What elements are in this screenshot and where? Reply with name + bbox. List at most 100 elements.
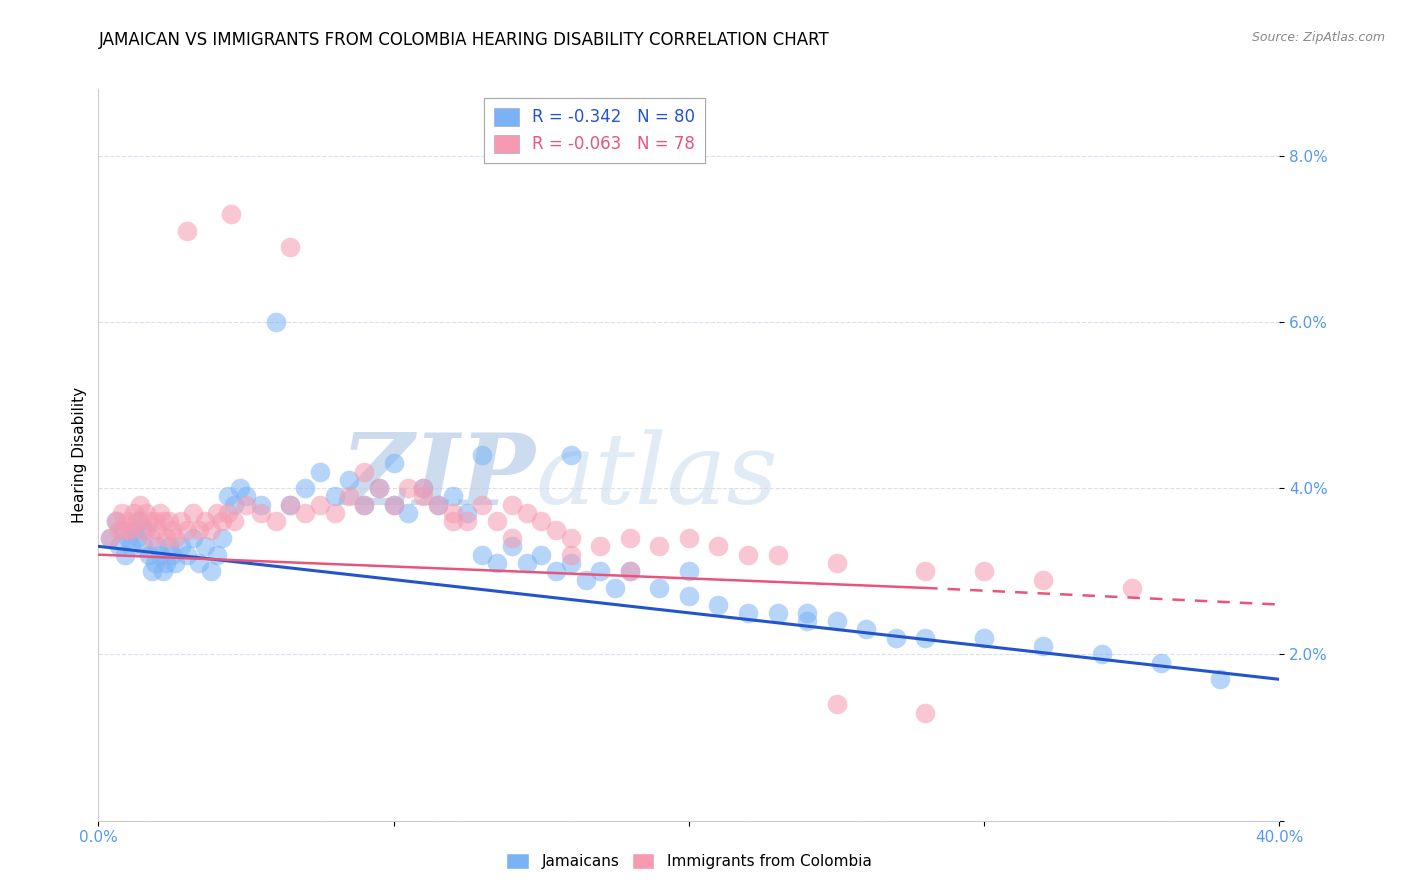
Point — [648, 581, 671, 595]
Point — [235, 490, 257, 504]
Point — [224, 515, 246, 529]
Point — [114, 523, 136, 537]
Point — [135, 506, 157, 520]
Point — [396, 506, 419, 520]
Point — [1121, 581, 1143, 595]
Point — [217, 506, 239, 520]
Point — [589, 539, 612, 553]
Point — [605, 581, 627, 595]
Point — [737, 606, 759, 620]
Point — [396, 481, 419, 495]
Point — [155, 556, 177, 570]
Point — [217, 490, 239, 504]
Point — [1150, 656, 1173, 670]
Point — [205, 506, 228, 520]
Point — [120, 523, 142, 537]
Point — [235, 498, 257, 512]
Point — [138, 548, 160, 562]
Point — [471, 498, 494, 512]
Point — [105, 515, 128, 529]
Point — [456, 515, 478, 529]
Point — [146, 523, 169, 537]
Point — [574, 573, 596, 587]
Point — [427, 498, 450, 512]
Point — [157, 515, 180, 529]
Point — [152, 515, 174, 529]
Point — [181, 531, 204, 545]
Point — [648, 539, 671, 553]
Point — [181, 506, 204, 520]
Point — [122, 506, 145, 520]
Point — [825, 698, 848, 712]
Point — [229, 481, 252, 495]
Point — [323, 506, 346, 520]
Point — [294, 506, 316, 520]
Point — [108, 523, 131, 537]
Point — [264, 315, 287, 329]
Point — [149, 506, 172, 520]
Point — [165, 531, 187, 545]
Point — [678, 531, 700, 545]
Point — [914, 564, 936, 578]
Point — [515, 506, 537, 520]
Point — [560, 448, 582, 462]
Point — [141, 531, 163, 545]
Point — [138, 515, 160, 529]
Point — [412, 490, 434, 504]
Point — [125, 531, 148, 545]
Point — [855, 623, 877, 637]
Point — [224, 498, 246, 512]
Point — [108, 539, 131, 553]
Point — [143, 515, 166, 529]
Point — [165, 556, 187, 570]
Point — [973, 631, 995, 645]
Point — [456, 506, 478, 520]
Point — [250, 498, 273, 512]
Point — [560, 531, 582, 545]
Point — [187, 556, 209, 570]
Point — [105, 515, 128, 529]
Point — [264, 515, 287, 529]
Point — [120, 539, 142, 553]
Point — [368, 481, 391, 495]
Point — [914, 631, 936, 645]
Point — [382, 456, 405, 470]
Point — [98, 531, 121, 545]
Point — [825, 614, 848, 628]
Point — [412, 481, 434, 495]
Point — [678, 564, 700, 578]
Point — [471, 448, 494, 462]
Point — [309, 498, 332, 512]
Point — [278, 498, 302, 512]
Point — [973, 564, 995, 578]
Point — [1032, 573, 1054, 587]
Point — [796, 614, 818, 628]
Point — [368, 481, 391, 495]
Point — [294, 481, 316, 495]
Point — [471, 548, 494, 562]
Point — [162, 548, 183, 562]
Point — [619, 564, 641, 578]
Point — [353, 498, 375, 512]
Point — [501, 531, 523, 545]
Point — [323, 490, 346, 504]
Point — [111, 523, 134, 537]
Point — [441, 506, 464, 520]
Point — [132, 539, 155, 553]
Point — [501, 539, 523, 553]
Point — [678, 589, 700, 603]
Point — [766, 606, 789, 620]
Point — [544, 523, 567, 537]
Point — [128, 498, 150, 512]
Point — [278, 498, 302, 512]
Point — [117, 531, 139, 545]
Point — [114, 548, 136, 562]
Point — [146, 539, 169, 553]
Point — [530, 548, 553, 562]
Point — [211, 531, 233, 545]
Y-axis label: Hearing Disability: Hearing Disability — [72, 387, 87, 523]
Point — [162, 523, 183, 537]
Point — [170, 539, 193, 553]
Legend: Jamaicans, Immigrants from Colombia: Jamaicans, Immigrants from Colombia — [501, 847, 877, 875]
Point — [441, 515, 464, 529]
